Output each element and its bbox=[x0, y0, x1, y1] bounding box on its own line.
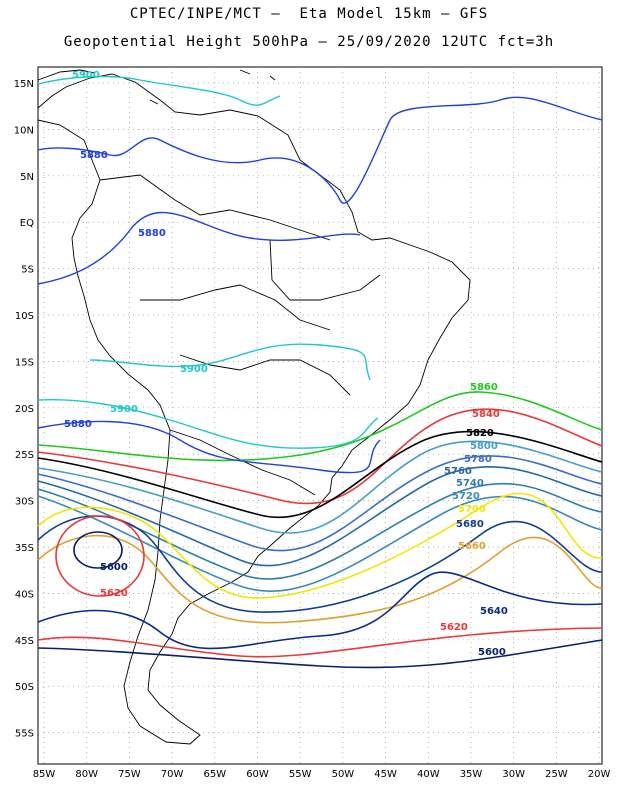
contour-label-5900: 5900 bbox=[180, 364, 208, 375]
contour-label-5800: 5800 bbox=[470, 441, 498, 452]
contour-label-5880: 5880 bbox=[64, 419, 92, 430]
lat-tick-label: 15S bbox=[15, 357, 34, 368]
contour-5880 bbox=[37, 420, 381, 474]
lat-tick-label: 45S bbox=[15, 636, 34, 647]
south-america-coastline bbox=[37, 73, 471, 745]
country-border bbox=[179, 354, 351, 396]
axis-ticks: 15N 10N 5N EQ 5S 10S 15S 20S 25S 30S 35S 40S 45S 50S 5… bbox=[14, 79, 611, 780]
contour-label-5860: 5860 bbox=[470, 382, 498, 393]
closed-low-label-5620: 5620 bbox=[100, 588, 128, 599]
lon-tick-label: 30W bbox=[502, 769, 525, 780]
lat-tick-label: 55S bbox=[15, 729, 34, 740]
country-border bbox=[269, 239, 381, 301]
contour-5660 bbox=[37, 534, 603, 624]
lat-tick-label: 50S bbox=[15, 682, 34, 693]
contour-5640 bbox=[37, 571, 603, 650]
contour-label-5880: 5880 bbox=[80, 150, 108, 161]
contour-5840 bbox=[37, 408, 603, 505]
lat-tick-label: 10S bbox=[15, 311, 34, 322]
lat-tick-label: EQ bbox=[20, 218, 34, 229]
lat-tick-label: 40S bbox=[15, 589, 34, 600]
contour-5880 bbox=[37, 96, 603, 204]
lat-tick-label: 35S bbox=[15, 543, 34, 554]
map-frame bbox=[37, 66, 603, 765]
contour-label-5700: 5700 bbox=[458, 504, 486, 515]
contour-label-5780: 5780 bbox=[464, 454, 492, 465]
lat-tick-label: 10N bbox=[14, 125, 34, 136]
contour-5900 bbox=[89, 343, 371, 381]
lat-tick-label: 15N bbox=[14, 79, 34, 90]
contour-label-5880: 5880 bbox=[138, 228, 166, 239]
country-border bbox=[99, 174, 331, 241]
closed-low-label-5600: 5600 bbox=[100, 562, 128, 573]
chart-title: CPTEC/INPE/MCT – Eta Model 15km – GFS bbox=[129, 6, 489, 22]
lat-tick-label: 5N bbox=[20, 172, 34, 183]
contour-5860 bbox=[37, 391, 603, 462]
contour-5620 bbox=[37, 627, 603, 658]
lon-tick-label: 20W bbox=[588, 769, 611, 780]
contour-5780 bbox=[37, 455, 603, 552]
lat-tick-label: 5S bbox=[21, 265, 34, 276]
contour-label-5900: 5900 bbox=[110, 404, 138, 415]
contour-label-5680: 5680 bbox=[456, 519, 484, 530]
lon-tick-label: 60W bbox=[246, 769, 269, 780]
closed-low-5600 bbox=[73, 531, 123, 569]
contour-label-5620: 5620 bbox=[440, 622, 468, 633]
closed-low-5620 bbox=[55, 515, 145, 597]
contour-label-5760: 5760 bbox=[444, 466, 472, 477]
lon-tick-label: 80W bbox=[75, 769, 98, 780]
contour-label-5840: 5840 bbox=[472, 409, 500, 420]
contour-5880 bbox=[37, 211, 361, 285]
lat-tick-label: 25S bbox=[15, 450, 34, 461]
lon-tick-label: 25W bbox=[545, 769, 568, 780]
country-border bbox=[169, 429, 316, 496]
contour-5680 bbox=[37, 515, 603, 613]
lon-tick-label: 85W bbox=[33, 769, 56, 780]
contour-5760 bbox=[37, 466, 603, 567]
contour-5900 bbox=[37, 75, 281, 106]
lon-tick-label: 45W bbox=[374, 769, 397, 780]
lon-tick-label: 35W bbox=[460, 769, 483, 780]
chart-subtitle: Geopotential Height 500hPa – 25/09/2020 … bbox=[63, 34, 555, 50]
contour-5800 bbox=[37, 440, 603, 534]
lon-tick-label: 40W bbox=[417, 769, 440, 780]
contour-5700 bbox=[37, 492, 603, 599]
central-america-coastline bbox=[37, 69, 96, 81]
lon-tick-label: 50W bbox=[332, 769, 355, 780]
caribbean-island bbox=[149, 69, 276, 105]
contour-label-5820: 5820 bbox=[466, 428, 494, 439]
contour-5600 bbox=[37, 639, 603, 669]
contour-label-5640: 5640 bbox=[480, 606, 508, 617]
lon-tick-label: 75W bbox=[118, 769, 141, 780]
contour-label-5720: 5720 bbox=[452, 491, 480, 502]
contour-5820 bbox=[37, 430, 603, 519]
contour-label-5660: 5660 bbox=[458, 541, 486, 552]
continent-outline bbox=[37, 69, 471, 745]
lon-tick-label: 65W bbox=[203, 769, 226, 780]
lat-tick-label: 20S bbox=[15, 404, 34, 415]
lon-tick-label: 70W bbox=[161, 769, 184, 780]
contour-5900 bbox=[37, 398, 379, 449]
contour-label-5900: 5900 bbox=[72, 70, 100, 81]
lat-tick-label: 30S bbox=[15, 497, 34, 508]
country-border bbox=[140, 284, 331, 331]
contour-label-5600: 5600 bbox=[478, 647, 506, 658]
lon-tick-label: 55W bbox=[289, 769, 312, 780]
contour-5720 bbox=[37, 495, 603, 592]
contour-5740 bbox=[37, 482, 603, 580]
contour-label-5740: 5740 bbox=[456, 478, 484, 489]
